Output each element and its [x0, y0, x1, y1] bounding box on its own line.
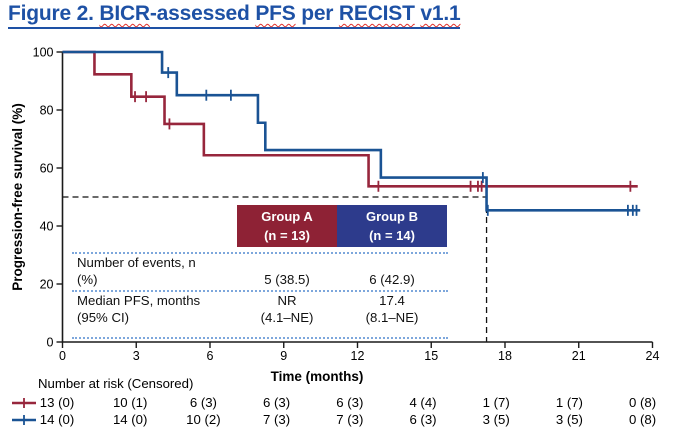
km-curve-group-a [62, 50, 638, 188]
median-pfs-value-group-b: 17.4 (8.1–NE) [337, 293, 447, 326]
title-word-flagged: PFS [255, 2, 296, 25]
events-row-label-line1: Number of events, n [77, 255, 196, 270]
at-risk-cell: 7 (3) [336, 412, 364, 427]
events-row-label: Number of events, n (%) [77, 255, 196, 288]
at-risk-row-group-a: 13 (0) 10 (1) 6 (3) 6 (3) 6 (3) 4 (4) 1 (7) 1 (… [0, 395, 679, 411]
median-pfs-value-group-b-line1: 17.4 [379, 293, 405, 308]
x-tick-label: 0 [59, 349, 66, 363]
y-tick-label: 60 [40, 162, 54, 176]
inset-header-group-b: Group B (n = 14) [337, 205, 447, 247]
at-risk-cell: 1 (7) [555, 395, 583, 410]
x-tick-label: 9 [280, 349, 287, 363]
events-value-group-a: 5 (38.5) [264, 271, 310, 287]
title-word-flagged: BICR [99, 2, 150, 25]
title-word-flagged: v1.1 [420, 2, 461, 25]
x-tick-label: 3 [133, 349, 140, 363]
x-tick-label: 6 [207, 349, 214, 363]
x-tick-label: 15 [424, 349, 438, 363]
at-risk-cell: 6 (3) [189, 395, 217, 410]
censored-line-icon [12, 415, 36, 425]
median-pfs-value-group-a-line1: NR [277, 293, 297, 308]
at-risk-cell: 10 (1) [112, 395, 148, 410]
dotted-separator-2 [72, 290, 448, 292]
events-row-label-line2: (%) [77, 271, 98, 287]
at-risk-cell: 6 (3) [263, 395, 291, 410]
figure-title-text: Figure 2. BICR-assessed PFS per RECIST v… [8, 2, 461, 29]
dotted-separator-1 [72, 252, 448, 254]
median-pfs-row-label-line2: (95% CI) [77, 309, 130, 325]
at-risk-heading: Number at risk (Censored) [38, 376, 194, 391]
at-risk-cell: 0 (8) [629, 412, 657, 427]
title-word: Figure 2. [8, 2, 100, 25]
y-tick-label: 80 [40, 104, 54, 118]
median-pfs-row-label: Median PFS, months (95% CI) [77, 293, 200, 326]
y-tick-label: 40 [40, 220, 54, 234]
y-tick-label: 20 [40, 278, 54, 292]
x-tick-label: 18 [498, 349, 512, 363]
events-value-group-b: 6 (42.9) [369, 271, 415, 287]
title-word: -assessed [149, 2, 256, 25]
x-axis-title: Time (months) [270, 369, 364, 384]
median-pfs-row-label-line1: Median PFS, months [77, 293, 201, 308]
x-tick-label: 12 [351, 349, 365, 363]
median-pfs-value-group-b-line2: (8.1–NE) [365, 309, 419, 325]
y-tick-label: 100 [33, 46, 54, 60]
at-risk-cell: 10 (2) [186, 412, 221, 427]
title-word-flagged: RECIST [338, 2, 415, 25]
at-risk-cell: 3 (5) [555, 412, 583, 427]
at-risk-cell: 7 (3) [263, 412, 291, 427]
inset-header-group-b-line1: Group B [366, 209, 418, 224]
dotted-separator-3 [72, 337, 448, 339]
inset-header-group-a-line1: Group A [261, 209, 313, 224]
at-risk-cell: 1 (7) [482, 395, 510, 410]
y-axis-title: Progression-free survival (%) [10, 103, 25, 291]
inset-header-group-b-line2: (n = 14) [369, 228, 415, 243]
at-risk-cell: 6 (3) [336, 395, 364, 410]
figure-title: Figure 2. BICR-assessed PFS per RECIST v… [8, 2, 461, 29]
at-risk-cell: 13 (0) [39, 395, 75, 410]
at-risk-cell: 14 (0) [112, 412, 148, 427]
inset-header-group-a-line2: (n = 13) [264, 228, 310, 243]
x-tick-label: 24 [646, 349, 660, 363]
at-risk-cell: 3 (5) [482, 412, 510, 427]
at-risk-cell: 14 (0) [39, 412, 75, 427]
inset-header-group-a: Group A (n = 13) [237, 205, 337, 247]
y-tick-label: 0 [47, 336, 54, 350]
at-risk-cell: 6 (3) [409, 412, 437, 427]
at-risk-row-group-b: 14 (0) 14 (0) 10 (2) 7 (3) 7 (3) 6 (3) 3 (5) 3 … [0, 412, 679, 428]
censored-line-icon [12, 398, 36, 408]
at-risk-cell: 0 (8) [629, 395, 657, 410]
at-risk-cell: 4 (4) [409, 395, 437, 410]
median-pfs-value-group-a: NR (4.1–NE) [237, 293, 337, 326]
x-tick-label: 21 [572, 349, 586, 363]
title-word: per [295, 2, 339, 25]
median-pfs-value-group-a-line2: (4.1–NE) [260, 309, 314, 325]
km-curve-group-b [62, 50, 641, 212]
